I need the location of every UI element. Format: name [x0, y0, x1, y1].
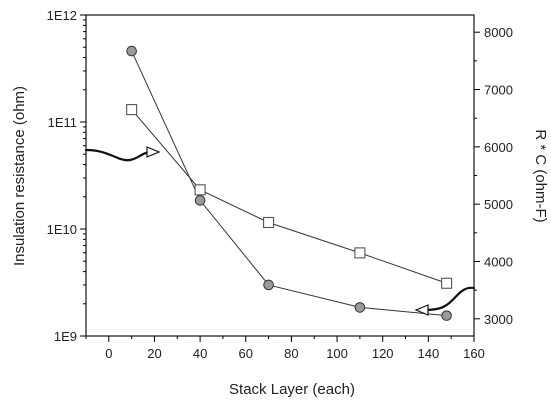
y-right-tick-label: 5000: [484, 197, 513, 212]
x-tick-label: 80: [284, 346, 298, 361]
x-tick-label: 160: [463, 346, 485, 361]
series-line-1: [131, 50, 447, 317]
data-point-circle: [263, 279, 274, 291]
data-point-circle: [441, 310, 452, 321]
y-right-tick-label: 3000: [484, 312, 513, 327]
x-tick-label: 40: [193, 346, 207, 361]
axes: 0 20 40 60 80 100 120 140 160 1E9 1E10 1E11 1E12 3000…: [47, 8, 513, 361]
series-layer: [126, 45, 453, 321]
y-right-tick-label: 6000: [484, 140, 513, 155]
y-left-tick-label: 1E9: [54, 329, 77, 344]
x-tick-label: 140: [418, 346, 440, 361]
y-axis-right-title: R * C (ohm-F): [532, 129, 549, 222]
y-right-tick-label: 8000: [484, 25, 513, 40]
right-axis-arrow-head: [414, 304, 429, 316]
x-tick-label: 20: [147, 346, 161, 361]
data-point-square: [441, 277, 453, 289]
data-point-square: [263, 216, 275, 229]
data-point-square: [194, 184, 206, 196]
y-left-tick-label: 1E10: [47, 222, 77, 237]
y-right-tick-label: 4000: [484, 254, 513, 269]
series-line-2: [131, 109, 447, 284]
y-left-tick-label: 1E12: [47, 8, 77, 23]
y-axis-left-title: Insulation resistance (ohm): [11, 86, 28, 266]
data-point-circle: [194, 195, 206, 206]
right-axis-arrow: [422, 286, 476, 312]
x-tick-label: 100: [326, 346, 348, 361]
annotation-layer: [84, 146, 476, 316]
y-right-tick-label: 7000: [484, 83, 513, 98]
x-tick-label: 0: [105, 346, 112, 361]
data-point-circle: [354, 302, 366, 313]
left-axis-arrow: [84, 148, 154, 162]
data-point-square: [354, 247, 366, 259]
x-axis-title: Stack Layer (each): [229, 381, 355, 398]
x-tick-label: 120: [372, 346, 394, 361]
y-left-tick-label: 1E11: [48, 115, 77, 130]
x-tick-label: 60: [239, 346, 253, 361]
left-axis-arrow-head: [146, 146, 161, 158]
data-point-circle: [126, 45, 137, 57]
data-point-square: [126, 104, 138, 116]
